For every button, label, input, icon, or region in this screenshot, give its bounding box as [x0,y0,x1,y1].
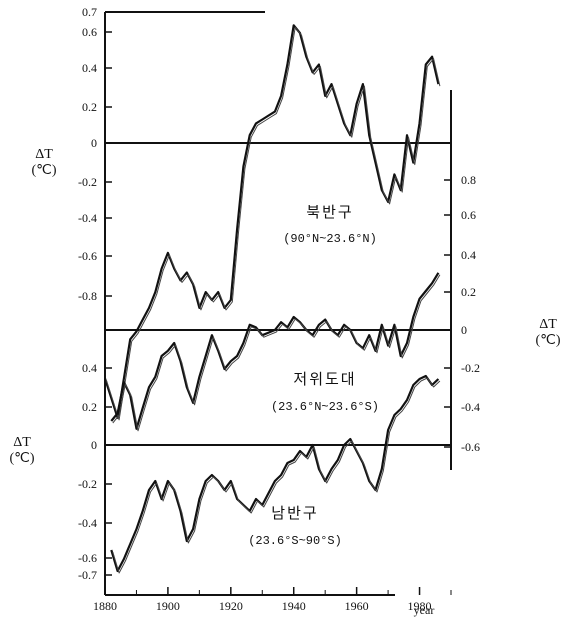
y-axis-label-tropics-unit: (℃) [535,333,560,348]
y-tick-label-sh--0.7: -0.7 [78,568,97,582]
y-axis-label-tropics: ΔT (℃) [535,317,560,348]
y-tick-label-sh-0.2: 0.2 [82,400,97,414]
panel-title-sh: 남반구 [271,504,318,522]
axis-ticks: 1880 1900 1920 1940 1960 1980 0.7 0.6 0.4 0.2 0 -0.… [78,5,480,613]
series-line-shadow-sh-0 [112,377,441,574]
panel-title-nh: 북반구 [306,203,353,221]
y-tick-label-nh--0.2: -0.2 [78,175,97,189]
x-tick-label-1880: 1880 [93,599,117,613]
y-tick-label-nh--0.8: -0.8 [78,289,97,303]
y-tick-label-sh-0: 0 [91,438,97,452]
x-axis-title: year [414,603,435,617]
y-tick-label-nh-0.6: 0.6 [82,25,97,39]
y-tick-label-tropics-0.6: 0.6 [461,208,476,222]
y-tick-label-nh--0.6: -0.6 [78,249,97,263]
y-axis-label-sh-delta: ΔT [13,435,31,450]
y-tick-label-sh--0.2: -0.2 [78,477,97,491]
series-line-shadow-nh-0 [106,26,441,421]
y-tick-label-tropics--0.6: -0.6 [461,440,480,454]
y-tick-label-tropics--0.4: -0.4 [461,400,480,414]
y-tick-label-tropics-0.2: 0.2 [461,285,476,299]
series-line-shadow-tropics-0 [112,274,441,432]
y-axis-label-nh-delta: ΔT [35,147,53,162]
series-line-sh-0 [110,374,440,573]
panel-subtitle-sh: (23.6°S~90°S) [248,534,342,548]
series-layer [103,24,441,574]
y-tick-label-tropics-0: 0 [461,323,467,337]
x-tick-label-1940: 1940 [282,599,306,613]
y-tick-label-nh-0.4: 0.4 [82,61,97,75]
x-tick-label-1900: 1900 [156,599,180,613]
panel-title-tropics: 저위도대 [293,370,356,388]
y-axis-label-sh: ΔT (℃) [9,435,34,466]
y-axis-label-sh-unit: (℃) [9,451,34,466]
panel-subtitle-nh: (90°N~23.6°N) [283,232,377,246]
x-tick-label-1980: 1980 [408,599,432,613]
y-tick-label-tropics--0.2: -0.2 [461,361,480,375]
y-axis-label-nh: ΔT (℃) [31,147,56,178]
y-tick-label-nh-0.7: 0.7 [82,5,97,19]
y-tick-label-sh--0.6: -0.6 [78,551,97,565]
y-axis-label-tropics-delta: ΔT [539,317,557,332]
series-line-tropics-0 [110,272,440,430]
panel-subtitle-tropics: (23.6°N~23.6°S) [271,400,379,414]
y-axis-label-nh-unit: (℃) [31,163,56,178]
y-tick-label-nh-0.2: 0.2 [82,100,97,114]
y-tick-label-sh--0.4: -0.4 [78,516,97,530]
y-tick-label-nh-0: 0 [91,136,97,150]
y-tick-label-tropics-0.8: 0.8 [461,173,476,187]
x-tick-label-1960: 1960 [345,599,369,613]
y-tick-label-nh--0.4: -0.4 [78,211,97,225]
y-tick-label-tropics-0.4: 0.4 [461,248,476,262]
series-line-nh-0 [103,24,440,419]
y-tick-label-sh-0.4: 0.4 [82,361,97,375]
x-tick-label-1920: 1920 [219,599,243,613]
